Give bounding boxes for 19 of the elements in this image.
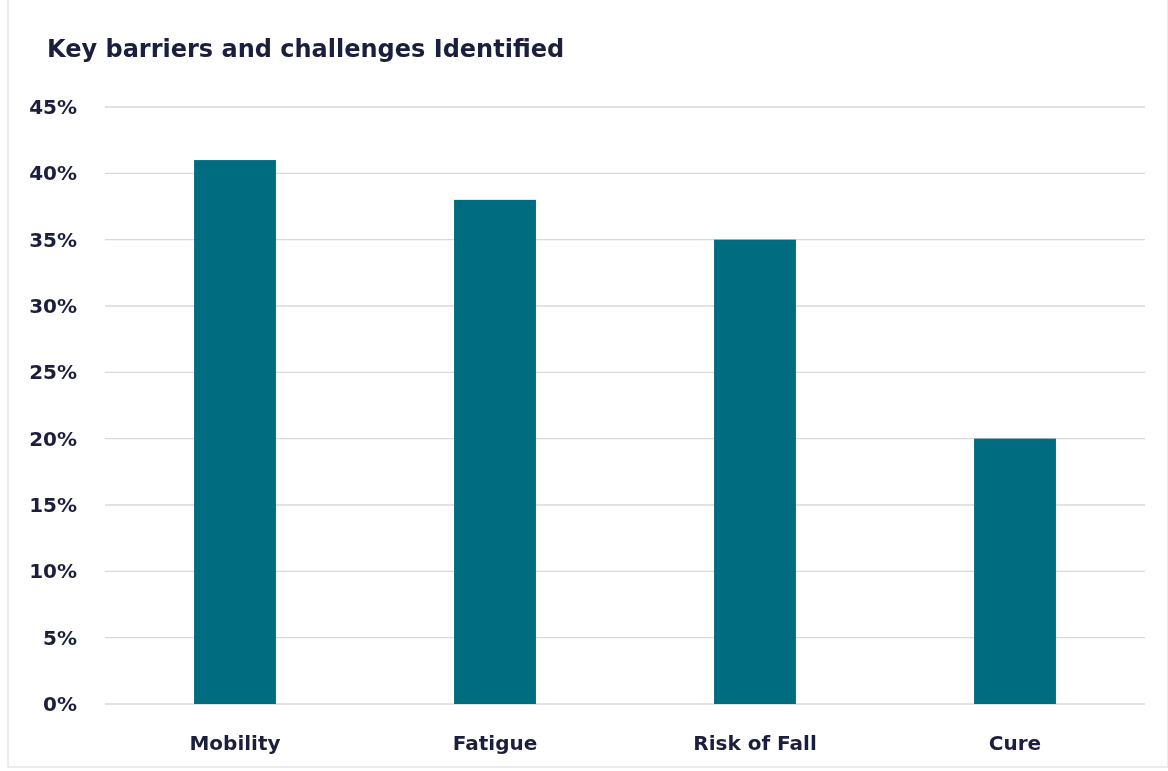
y-tick-label: 0% xyxy=(43,692,77,716)
y-tick-label: 20% xyxy=(29,426,77,451)
y-tick-label: 30% xyxy=(29,294,77,318)
y-tick-label: 25% xyxy=(29,360,77,385)
y-tick-label: 45% xyxy=(29,95,77,119)
x-tick-label: Cure xyxy=(988,731,1042,755)
y-tick-label: 15% xyxy=(29,493,77,517)
y-tick-label: 35% xyxy=(29,227,77,252)
bar xyxy=(194,160,276,704)
x-tick-label: Fatigue xyxy=(452,731,538,755)
bar xyxy=(714,239,796,704)
x-tick-label: Mobility xyxy=(189,731,281,755)
bar xyxy=(454,199,536,704)
bar xyxy=(974,438,1056,704)
y-tick-label: 40% xyxy=(29,161,77,186)
y-tick-label: 10% xyxy=(29,559,77,584)
chart-title: Key barriers and challenges Identified xyxy=(47,35,565,63)
y-tick-label: 5% xyxy=(43,625,77,650)
x-tick-label: Risk of Fall xyxy=(693,731,817,755)
